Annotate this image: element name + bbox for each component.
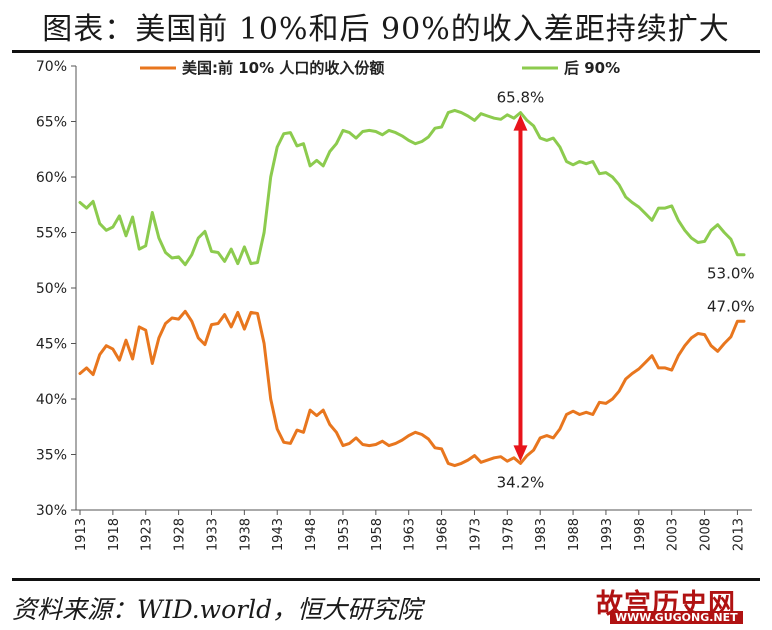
data-label: 34.2% xyxy=(497,473,545,491)
x-tick-label: 1948 xyxy=(304,518,319,551)
x-tick-label: 2013 xyxy=(731,518,746,551)
y-tick-label: 35% xyxy=(36,448,67,464)
x-tick-label: 1953 xyxy=(337,518,352,551)
x-tick-label: 1993 xyxy=(600,518,615,551)
watermark-url: WWW.GUGONG.NET xyxy=(610,611,743,624)
legend-label-top10: 美国:前 10% 人口的收入份额 xyxy=(182,59,384,77)
x-tick-label: 1983 xyxy=(534,518,549,551)
chart-annotations: 65.8% 34.2% 47.0% 53.0% xyxy=(497,89,755,492)
y-tick-label: 65% xyxy=(36,115,67,131)
x-tick-label: 2003 xyxy=(666,518,681,551)
series-line-top10 xyxy=(78,309,746,468)
chart-title: 图表：美国前 10%和后 90%的收入差距持续扩大 xyxy=(42,12,730,47)
x-tick-label: 1973 xyxy=(468,518,483,551)
x-tick-label: 1978 xyxy=(501,518,516,551)
chart-legend: 美国:前 10% 人口的收入份额 后 90% xyxy=(140,59,620,77)
data-label: 65.8% xyxy=(497,89,545,107)
title-rule xyxy=(12,50,760,53)
watermark-logo: 故宫历史网 WWW.GUGONG.NET xyxy=(596,582,764,626)
x-tick-label: 1998 xyxy=(633,518,648,551)
series-line-bottom90 xyxy=(78,108,746,267)
x-tick-label: 2008 xyxy=(699,518,714,551)
data-label: 53.0% xyxy=(707,265,755,283)
y-tick-label: 30% xyxy=(36,503,67,519)
x-tick-label: 1913 xyxy=(74,518,89,551)
x-tick-label: 1988 xyxy=(567,518,582,551)
x-tick-label: 1963 xyxy=(403,518,418,551)
y-tick-label: 45% xyxy=(36,337,67,353)
y-tick-label: 70% xyxy=(36,59,67,75)
gap-arrow-head-up xyxy=(513,114,528,131)
y-tick-label: 55% xyxy=(36,226,67,242)
x-tick-label: 1943 xyxy=(271,518,286,551)
data-label: 47.0% xyxy=(707,297,755,315)
source-rule xyxy=(12,578,760,581)
legend-label-bottom90: 后 90% xyxy=(564,59,620,77)
x-tick-label: 1958 xyxy=(370,518,385,551)
x-tick-label: 1918 xyxy=(107,518,122,551)
x-tick-label: 1938 xyxy=(238,518,253,551)
y-tick-label: 40% xyxy=(36,392,67,408)
x-tick-label: 1928 xyxy=(173,518,188,551)
gap-arrow-head-down xyxy=(513,445,528,462)
source-note: 资料来源：WID.world，恒大研究院 xyxy=(12,595,423,624)
y-tick-label: 50% xyxy=(36,281,67,297)
x-tick-label: 1968 xyxy=(436,518,451,551)
chart-axes: 30% 35% 40% 45% 50% 55% 60% 65% 70% 1913 1918 1923 1… xyxy=(36,59,752,551)
y-tick-label: 60% xyxy=(36,170,67,186)
x-tick-label: 1933 xyxy=(205,518,220,551)
x-tick-label: 1923 xyxy=(140,518,155,551)
chart-series xyxy=(78,108,746,468)
line-chart: 30% 35% 40% 45% 50% 55% 60% 65% 70% 1913 1918 1923 1… xyxy=(36,59,755,551)
